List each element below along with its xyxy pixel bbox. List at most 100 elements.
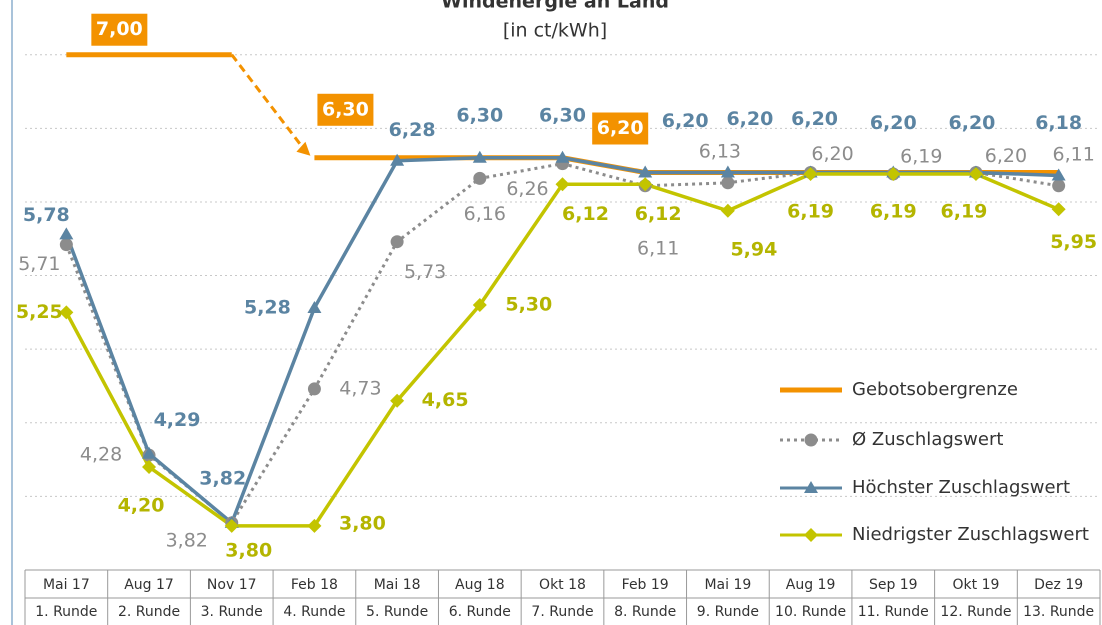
data-label: 6,19	[787, 200, 834, 222]
marker	[307, 382, 321, 396]
marker	[968, 166, 983, 181]
dashed-connector	[230, 53, 306, 151]
marker	[224, 518, 239, 533]
arrow-head	[296, 141, 311, 156]
x-tick-label: Aug 18	[455, 577, 505, 593]
label-box	[592, 112, 649, 145]
marker	[472, 298, 487, 312]
marker	[1051, 168, 1066, 181]
data-label: 4,20	[118, 494, 165, 516]
marker	[721, 176, 735, 190]
x-tick-label: 7. Runde	[531, 604, 593, 620]
x-tick-label: 4. Runde	[283, 604, 345, 620]
data-label: 6,11	[637, 237, 679, 259]
x-tick-label: 8. Runde	[614, 604, 676, 620]
marker	[59, 238, 73, 252]
legend-label: Niedrigster Zuschlagswert	[852, 524, 1089, 545]
x-tick-label: 12. Runde	[940, 604, 1011, 620]
marker	[59, 227, 74, 240]
x-tick-label: 2. Runde	[118, 604, 180, 620]
x-tick-label: 9. Runde	[697, 604, 759, 620]
x-tick-label: Feb 19	[622, 577, 669, 593]
marker	[390, 235, 404, 249]
marker	[307, 518, 322, 533]
data-label: 5,73	[404, 261, 446, 283]
x-tick-label: Okt 19	[953, 577, 1000, 593]
marker	[886, 166, 901, 181]
marker	[638, 177, 653, 192]
x-tick-label: Mai 18	[374, 577, 421, 593]
data-label: 5,30	[505, 294, 552, 316]
x-tick-label: 1. Runde	[35, 604, 97, 620]
data-label: 6,20	[662, 110, 709, 132]
data-label: 7,00	[96, 18, 143, 40]
data-label: 6,19	[941, 200, 988, 222]
data-label: 6,30	[456, 104, 503, 126]
marker	[390, 393, 405, 408]
marker	[142, 446, 157, 459]
data-label: 6,20	[870, 112, 917, 134]
x-tick-label: 5. Runde	[366, 604, 428, 620]
data-label: 6,30	[322, 98, 369, 120]
x-tick-label: Mai 17	[43, 577, 90, 593]
data-label: 6,26	[506, 178, 548, 200]
data-label: 6,20	[726, 108, 773, 130]
marker	[390, 153, 405, 166]
marker	[473, 171, 487, 185]
x-tick-label: 13. Runde	[1023, 604, 1094, 620]
data-label: 6,13	[699, 140, 741, 162]
data-label: 3,82	[166, 529, 208, 551]
data-label: 4,28	[80, 444, 122, 466]
x-tick-label: 10. Runde	[775, 604, 846, 620]
x-tick-label: Dez 19	[1034, 577, 1083, 593]
legend-marker	[804, 481, 818, 493]
label-box	[91, 13, 148, 46]
data-label: 5,71	[18, 253, 60, 275]
x-tick-label: Aug 17	[124, 577, 174, 593]
data-label: 4,73	[339, 377, 381, 399]
data-label: 3,80	[339, 512, 386, 534]
data-label: 6,28	[389, 119, 436, 141]
marker	[638, 165, 653, 178]
x-tick-label: Sep 19	[869, 577, 918, 593]
marker	[555, 177, 570, 192]
data-label: 6,16	[464, 203, 506, 225]
data-label: 6,11	[1052, 143, 1094, 165]
data-label: 6,12	[562, 203, 609, 225]
marker	[472, 150, 487, 163]
marker	[1052, 179, 1066, 193]
data-label: 5,95	[1050, 231, 1097, 253]
marker	[803, 166, 818, 181]
data-label: 6,20	[985, 145, 1027, 167]
marker	[1051, 202, 1066, 217]
data-label: 6,30	[539, 104, 586, 126]
legend-marker	[804, 528, 818, 542]
data-label: 4,65	[422, 389, 469, 411]
marker	[142, 459, 157, 474]
data-label: 6,20	[811, 143, 853, 165]
marker	[555, 150, 570, 163]
data-label: 6,18	[1035, 112, 1082, 134]
x-tick-label: 3. Runde	[201, 604, 263, 620]
marker	[720, 165, 735, 178]
data-label: 6,12	[635, 203, 682, 225]
data-label: 4,29	[154, 409, 201, 431]
data-label: 3,82	[199, 467, 246, 489]
data-label: 5,78	[23, 204, 70, 226]
data-label: 6,20	[949, 112, 996, 134]
x-tick-label: Feb 18	[291, 577, 338, 593]
x-tick-label: Aug 19	[786, 577, 836, 593]
data-label: 5,28	[244, 296, 291, 318]
label-box	[317, 93, 374, 126]
chart-title: Windenergie an Land	[441, 0, 669, 13]
x-tick-label: 6. Runde	[449, 604, 511, 620]
marker	[307, 300, 322, 313]
x-tick-label: Okt 18	[539, 577, 586, 593]
data-label: 3,80	[225, 539, 272, 561]
marker	[59, 305, 74, 320]
x-tick-label: Nov 17	[207, 577, 257, 593]
legend-label: Höchster Zuschlagswert	[852, 477, 1070, 498]
data-label: 6,19	[870, 200, 917, 222]
